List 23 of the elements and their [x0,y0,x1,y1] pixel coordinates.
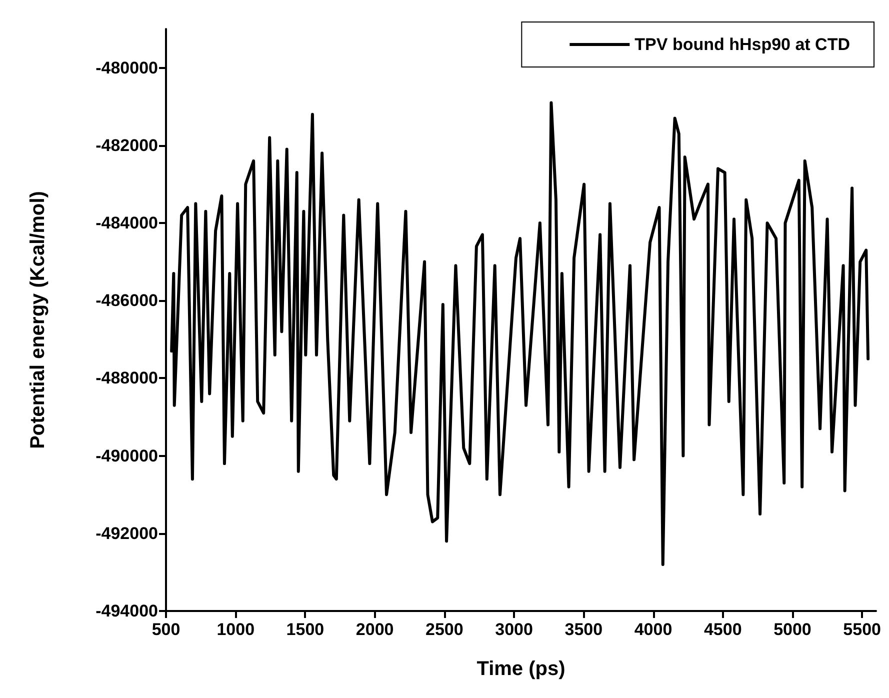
x-tick-label: 5500 [843,620,881,639]
x-tick-label: 1000 [216,620,255,639]
line-series [170,101,870,566]
x-tick-label: 5000 [774,620,812,639]
legend-label: TPV bound hHsp90 at CTD [634,35,850,54]
x-tick-label: 4000 [634,620,672,639]
y-tick-label: -492000 [96,524,158,543]
y-tick-label: -488000 [96,368,158,388]
x-tick-label: 4500 [704,620,742,639]
x-tick-label: 500 [152,620,180,639]
y-tick-label: -480000 [96,58,158,78]
y-tick-label: -482000 [96,136,158,155]
y-tick-label: -484000 [96,214,158,232]
x-axis-title: Time (ps) [476,658,566,680]
y-tick-label: -486000 [96,291,158,310]
y-axis-title: Potential energy (Kcal/mol) [27,191,49,449]
x-tick-label: 2500 [426,620,464,639]
x-tick-label: 1500 [286,620,324,639]
x-tick-label: 3500 [564,620,603,639]
y-tick-label: -490000 [96,446,158,466]
y-tick-label: -494000 [96,602,158,620]
x-tick-label: 2000 [356,620,394,639]
x-tick-label: 3000 [495,620,533,639]
